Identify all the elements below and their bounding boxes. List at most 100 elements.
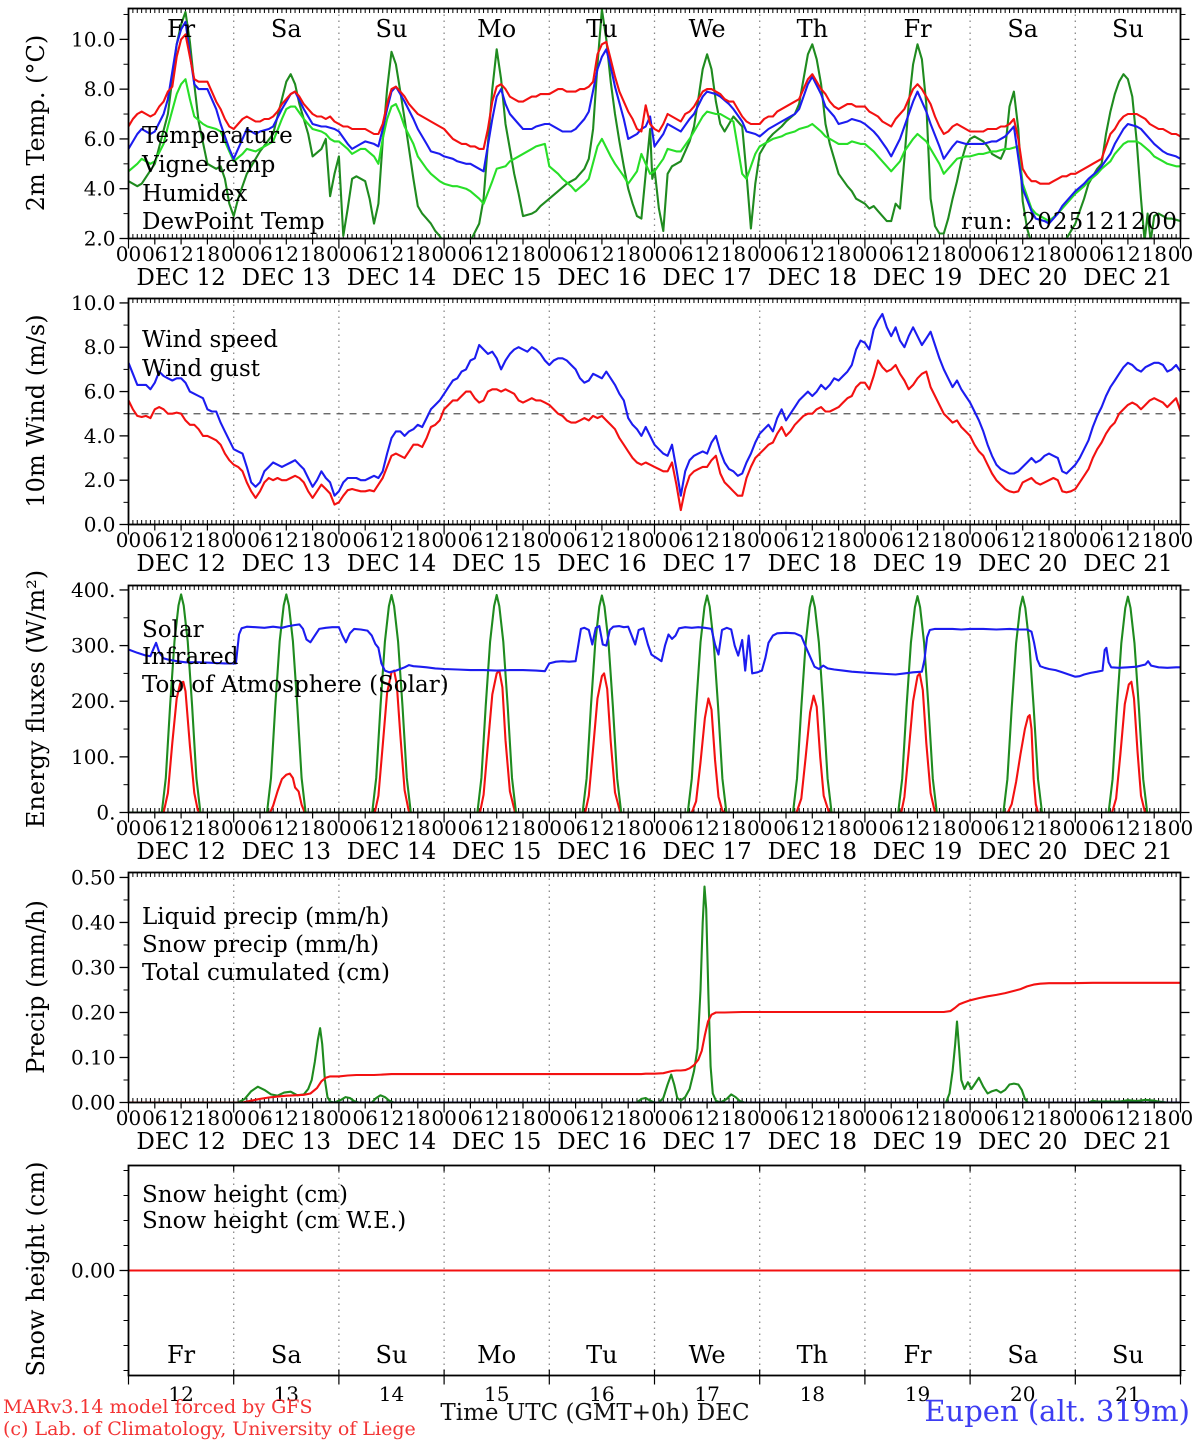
legend-temperature-0: Temperature [142,123,293,149]
day-name-label: Su [1112,1341,1144,1369]
y-tick-label: 400. [71,578,116,602]
x-hour-label: 00 [957,816,982,840]
series-solar [128,669,1181,813]
series-vigne-temp [128,8,1181,239]
x-hour-label: 18 [300,1106,325,1130]
x-hour-label: 00 [1063,816,1088,840]
x-hour-label: 00 [326,1106,351,1130]
x-hour-label: 12 [1115,242,1140,266]
x-hour-label: 12 [1010,528,1035,552]
x-hour-label: 06 [1089,528,1114,552]
y-tick-label: 10.0 [71,27,116,51]
series-total-cumulated [128,981,1181,1103]
legend-energy-2: Top of Atmosphere (Solar) [142,672,449,698]
x-hour-label: 06 [563,528,588,552]
x-hour-label: 12 [905,1106,930,1130]
x-hour-label: 06 [352,242,377,266]
x-hour-label: 00 [852,1106,877,1130]
series-dewpoint-temp [128,78,1181,223]
x-date-label: DEC 17 [662,551,751,577]
y-tick-label: 100. [71,745,116,769]
x-hour-label: 00 [431,1106,456,1130]
x-hour-label: 18 [615,816,640,840]
x-hour-label: 12 [589,242,614,266]
series-wind-gust [128,312,1181,497]
x-hour-label: 00 [957,242,982,266]
x-hour-label: 12 [274,528,299,552]
y-axis-label-wind: 10m Wind (m/s) [22,314,50,508]
x-hour-label: 00 [1168,1106,1193,1130]
series-top-of-atmosphere [128,593,1181,813]
x-hour-label: 06 [352,528,377,552]
x-hour-label: 06 [247,242,272,266]
x-hour-label: 18 [826,528,851,552]
x-date-label: DEC 12 [136,839,225,865]
x-hour-label: 12 [800,1106,825,1130]
x-date-label: DEC 13 [242,839,331,865]
x-hour-label: 06 [247,528,272,552]
day-name-label: Sa [271,15,302,43]
x-hour-label: 06 [458,528,483,552]
x-date-label: DEC 12 [136,265,225,291]
x-hour-label: 00 [537,528,562,552]
x-hour-label: 06 [1089,1106,1114,1130]
panel-border-snow-height [127,1164,1182,1377]
y-tick-label: 2.0 [84,227,116,251]
x-date-label: DEC 14 [347,839,436,865]
x-hour-label: 12 [694,528,719,552]
x-hour-label: 18 [615,528,640,552]
x-hour-label: 12 [484,242,509,266]
x-hour-label: 00 [431,242,456,266]
day-name-label: Mo [477,1341,516,1369]
x-hour-label: 12 [484,1106,509,1130]
footer-lab-credit: (c) Lab. of Climatology, University of L… [3,1418,416,1440]
x-hour-label: 12 [274,816,299,840]
x-hour-label: 00 [221,1106,246,1130]
x-hour-label: 06 [984,242,1009,266]
x-hour-label: 18 [300,528,325,552]
x-date-label: DEC 15 [452,1129,541,1155]
legend-energy-0: Solar [142,617,204,643]
day-name-label: We [689,1341,726,1369]
x-hour-label: 00 [1168,816,1193,840]
legend-wind-0: Wind speed [142,327,278,353]
x-hour-label: 18 [1141,528,1166,552]
x-date-number: 15 [484,1382,509,1406]
x-hour-label: 12 [1115,528,1140,552]
x-hour-label: 06 [773,242,798,266]
x-date-label: DEC 17 [662,1129,751,1155]
x-hour-label: 18 [300,242,325,266]
x-hour-label: 06 [668,816,693,840]
x-hour-label: 06 [563,242,588,266]
x-hour-label: 12 [589,1106,614,1130]
x-hour-label: 18 [195,528,220,552]
series-wind-speed [128,359,1181,512]
legend-precip-2: Total cumulated (cm) [142,960,390,986]
x-date-label: DEC 20 [978,1129,1067,1155]
x-date-label: DEC 18 [768,1129,857,1155]
x-hour-label: 00 [747,242,772,266]
x-hour-label: 00 [116,242,141,266]
x-hour-label: 18 [510,242,535,266]
series-liquid-precip [128,885,1181,1103]
x-hour-label: 18 [931,242,956,266]
x-hour-label: 06 [984,816,1009,840]
x-hour-label: 18 [615,242,640,266]
x-hour-label: 06 [458,242,483,266]
x-hour-label: 18 [195,816,220,840]
y-tick-label: 8.0 [84,335,116,359]
x-date-label: DEC 15 [452,265,541,291]
x-hour-label: 00 [537,242,562,266]
x-hour-label: 06 [878,1106,903,1130]
y-tick-label: 0.00 [71,1091,116,1115]
x-hour-label: 18 [1141,242,1166,266]
x-hour-label: 00 [221,816,246,840]
panel-border-wind [127,297,1182,526]
x-hour-label: 06 [458,1106,483,1130]
x-hour-label: 00 [747,816,772,840]
x-hour-label: 00 [116,1106,141,1130]
y-tick-label: 2.0 [84,468,116,492]
x-hour-label: 18 [405,816,430,840]
y-tick-label: 0.50 [71,865,116,889]
